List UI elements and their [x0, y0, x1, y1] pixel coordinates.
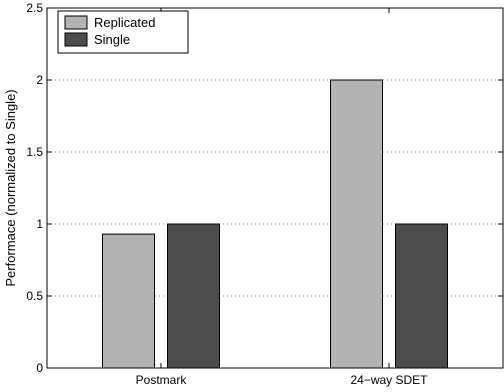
y-tick-label: 1: [36, 217, 43, 231]
legend-label-replicated: Replicated: [94, 15, 155, 30]
bar-replicated-0: [102, 233, 155, 369]
x-axis-ticks: Postmark 24−way SDET: [136, 8, 428, 387]
legend: Replicated Single: [57, 10, 189, 54]
y-axis-label: Performace (normalized to Single): [3, 89, 18, 286]
legend-swatch-single: [64, 32, 88, 47]
y-axis-ticks: 0 0.5 1 1.5 2 2.5: [26, 1, 503, 375]
x-tick-label: 24−way SDET: [350, 373, 428, 387]
y-tick-label: 2: [36, 73, 43, 87]
bar-replicated-1: [330, 79, 383, 369]
x-tick-label: Postmark: [136, 373, 188, 387]
y-tick-label: 2.5: [26, 1, 43, 15]
bar-single-0: [167, 223, 220, 369]
bar-single-1: [395, 223, 448, 369]
y-tick-label: 0: [36, 361, 43, 375]
y-tick-label: 0.5: [26, 289, 43, 303]
y-tick-label: 1.5: [26, 145, 43, 159]
legend-swatch-replicated: [64, 15, 88, 30]
legend-label-single: Single: [94, 32, 130, 47]
plot-frame: [46, 7, 504, 369]
